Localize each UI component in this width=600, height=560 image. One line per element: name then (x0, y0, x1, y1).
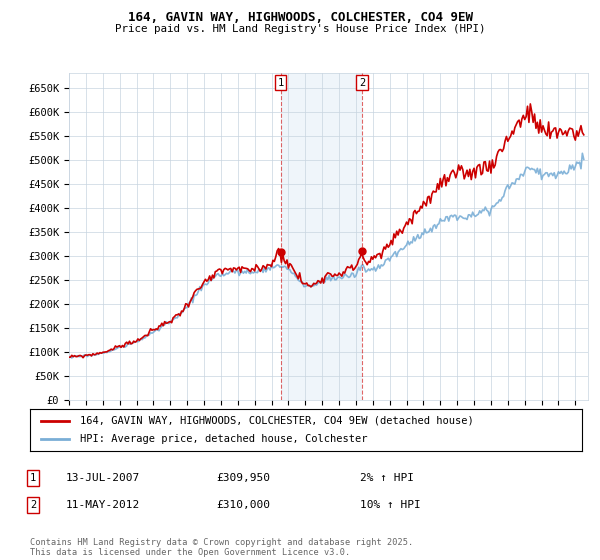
Text: 164, GAVIN WAY, HIGHWOODS, COLCHESTER, CO4 9EW: 164, GAVIN WAY, HIGHWOODS, COLCHESTER, C… (128, 11, 473, 24)
Text: 11-MAY-2012: 11-MAY-2012 (66, 500, 140, 510)
Text: Contains HM Land Registry data © Crown copyright and database right 2025.
This d: Contains HM Land Registry data © Crown c… (30, 538, 413, 557)
Text: HPI: Average price, detached house, Colchester: HPI: Average price, detached house, Colc… (80, 434, 367, 444)
Text: 1: 1 (30, 473, 36, 483)
Text: Price paid vs. HM Land Registry's House Price Index (HPI): Price paid vs. HM Land Registry's House … (115, 24, 485, 34)
Text: £310,000: £310,000 (216, 500, 270, 510)
Text: 13-JUL-2007: 13-JUL-2007 (66, 473, 140, 483)
Text: £309,950: £309,950 (216, 473, 270, 483)
Text: 1: 1 (278, 78, 284, 88)
Bar (281, 73, 362, 400)
Text: 2: 2 (30, 500, 36, 510)
Text: 2% ↑ HPI: 2% ↑ HPI (360, 473, 414, 483)
Text: 164, GAVIN WAY, HIGHWOODS, COLCHESTER, CO4 9EW (detached house): 164, GAVIN WAY, HIGHWOODS, COLCHESTER, C… (80, 416, 473, 426)
Text: 10% ↑ HPI: 10% ↑ HPI (360, 500, 421, 510)
Text: 2: 2 (359, 78, 365, 88)
